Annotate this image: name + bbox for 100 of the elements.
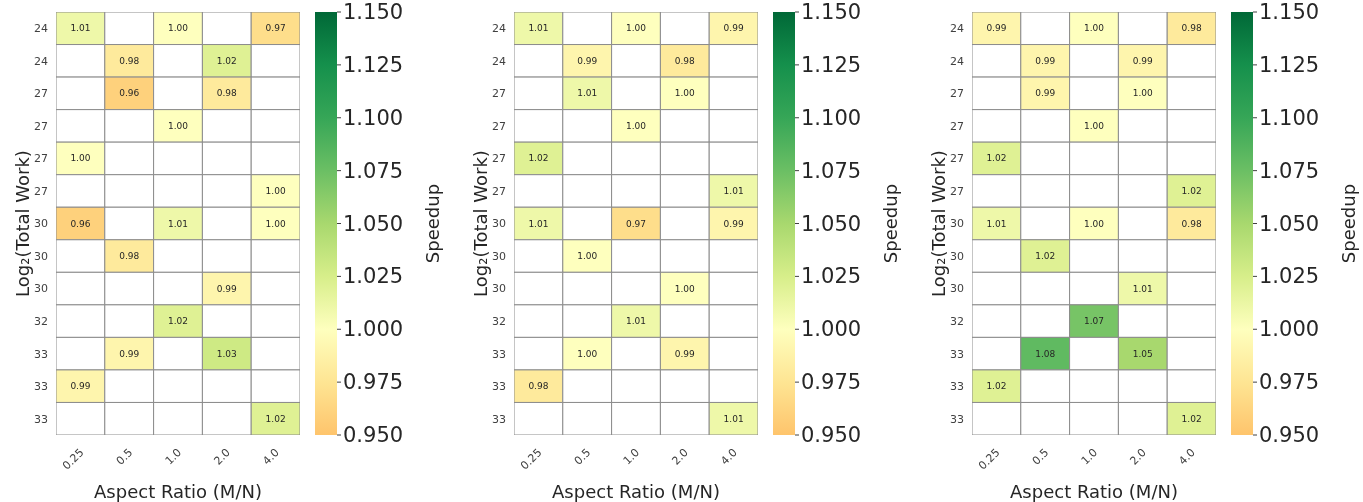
color-bar-label: 1.075 bbox=[343, 158, 404, 183]
data-label: 1.07 bbox=[1083, 316, 1105, 327]
data-label: 1.00 bbox=[167, 120, 189, 131]
color-bar-label: 1.150 bbox=[1259, 0, 1320, 24]
data-label: 1.02 bbox=[216, 55, 237, 66]
data-label: 0.98 bbox=[119, 55, 140, 66]
data-label: 1.02 bbox=[1181, 413, 1202, 424]
data-label: 0.97 bbox=[265, 23, 286, 34]
data-label: 1.00 bbox=[1083, 23, 1105, 34]
x-tick-label: 4.0 bbox=[718, 445, 740, 468]
data-label: 1.00 bbox=[1083, 120, 1105, 131]
x-tick-label: 2.0 bbox=[211, 445, 233, 468]
color-bar-label: 1.075 bbox=[1259, 158, 1320, 183]
data-label: 1.02 bbox=[986, 153, 1007, 164]
y-tick-label: 24 bbox=[492, 54, 506, 68]
data-label: 0.96 bbox=[119, 88, 140, 99]
y-tick-label: 33 bbox=[950, 412, 964, 426]
data-label: 1.01 bbox=[723, 185, 744, 196]
x-tick-label: 0.5 bbox=[113, 445, 136, 468]
y-tick-label: 30 bbox=[34, 217, 48, 231]
y-tick-label: 27 bbox=[492, 184, 506, 198]
y-tick-label: 24 bbox=[34, 22, 48, 36]
x-tick-label: 1.0 bbox=[162, 445, 185, 468]
data-label: 1.02 bbox=[167, 316, 189, 327]
data-label: 1.02 bbox=[986, 381, 1007, 392]
y-tick-label: 27 bbox=[492, 152, 506, 166]
x-tick-label: 0.5 bbox=[1029, 445, 1052, 468]
y-tick-label: 27 bbox=[492, 119, 506, 133]
color-bar-label: 1.125 bbox=[801, 52, 862, 77]
y-tick-label: 27 bbox=[950, 87, 964, 101]
x-axis-title: Aspect Ratio (M/N) bbox=[1010, 481, 1178, 502]
data-label: 1.00 bbox=[674, 88, 696, 99]
data-label: 0.96 bbox=[70, 218, 91, 229]
color-bar-label: 1.025 bbox=[801, 264, 862, 289]
color-bar-label: 1.150 bbox=[801, 0, 862, 24]
data-label: 0.97 bbox=[625, 218, 647, 229]
y-tick-label: 27 bbox=[34, 184, 48, 198]
data-label: 1.01 bbox=[625, 316, 647, 327]
data-label: 0.99 bbox=[986, 23, 1007, 34]
data-label: 1.01 bbox=[70, 23, 91, 34]
color-bar-label: 0.975 bbox=[801, 370, 862, 395]
data-label: 0.99 bbox=[723, 23, 744, 34]
color-bar-label: 1.000 bbox=[1259, 317, 1320, 342]
data-label: 1.00 bbox=[167, 23, 189, 34]
y-tick-label: 27 bbox=[950, 152, 964, 166]
data-label: 1.00 bbox=[265, 218, 286, 229]
data-label: 1.02 bbox=[528, 153, 549, 164]
x-tick-label: 2.0 bbox=[669, 445, 691, 468]
y-tick-label: 33 bbox=[950, 347, 964, 361]
x-tick-label: 0.5 bbox=[571, 445, 594, 468]
y-tick-label: 24 bbox=[950, 22, 964, 36]
data-label: 0.99 bbox=[216, 283, 238, 294]
data-label: 0.98 bbox=[1181, 23, 1202, 34]
data-label: 1.00 bbox=[625, 120, 647, 131]
y-tick-label: 32 bbox=[492, 315, 506, 329]
data-label: 1.08 bbox=[1035, 348, 1056, 359]
data-label: 1.01 bbox=[167, 218, 189, 229]
data-label: 0.98 bbox=[674, 55, 696, 66]
color-bar-label: 1.100 bbox=[343, 105, 404, 130]
data-label: 1.01 bbox=[577, 88, 598, 99]
x-tick-label: 2.0 bbox=[1127, 445, 1149, 468]
color-bar-label: 1.075 bbox=[801, 158, 862, 183]
x-tick-label: 1.0 bbox=[620, 445, 643, 468]
y-tick-label: 30 bbox=[492, 249, 506, 263]
color-bar-label: 1.125 bbox=[1259, 52, 1320, 77]
x-tick-label: 4.0 bbox=[260, 445, 282, 468]
y-tick-label: 24 bbox=[492, 22, 506, 36]
color-bar-label: 0.975 bbox=[343, 370, 404, 395]
x-tick-label: 4.0 bbox=[1176, 445, 1198, 468]
y-tick-label: 33 bbox=[492, 347, 506, 361]
color-bar-label: 1.000 bbox=[343, 317, 404, 342]
y-axis-title: Log₂(Total Work) bbox=[469, 150, 491, 297]
data-label: 1.05 bbox=[1132, 348, 1153, 359]
color-bar-label: 1.100 bbox=[801, 105, 862, 130]
data-label: 1.03 bbox=[216, 348, 237, 359]
y-tick-label: 27 bbox=[34, 152, 48, 166]
color-bar-label: 0.950 bbox=[343, 423, 404, 447]
y-tick-label: 24 bbox=[34, 54, 48, 68]
data-label: 1.00 bbox=[577, 348, 598, 359]
data-label: 0.99 bbox=[723, 218, 744, 229]
data-label: 1.00 bbox=[70, 153, 91, 164]
color-bar-label: 1.050 bbox=[343, 211, 404, 236]
y-tick-label: 30 bbox=[492, 217, 506, 231]
color-bar-label: 1.000 bbox=[801, 317, 862, 342]
data-label: 0.99 bbox=[70, 381, 91, 392]
color-bar-label: 1.025 bbox=[343, 264, 404, 289]
y-tick-label: 27 bbox=[34, 87, 48, 101]
color-bar-title: Speedup bbox=[422, 183, 443, 264]
y-tick-label: 32 bbox=[34, 315, 48, 329]
data-label: 1.01 bbox=[723, 413, 744, 424]
color-bar-label: 1.025 bbox=[1259, 264, 1320, 289]
y-tick-label: 30 bbox=[950, 282, 964, 296]
data-label: 0.99 bbox=[577, 55, 598, 66]
data-label: 1.00 bbox=[1132, 88, 1154, 99]
y-tick-label: 30 bbox=[34, 249, 48, 263]
data-label: 0.99 bbox=[1035, 55, 1056, 66]
color-bar-label: 1.100 bbox=[1259, 105, 1320, 130]
data-label: 1.01 bbox=[528, 218, 549, 229]
x-tick-label: 1.0 bbox=[1078, 445, 1101, 468]
y-axis-title: Log₂(Total Work) bbox=[11, 150, 33, 297]
